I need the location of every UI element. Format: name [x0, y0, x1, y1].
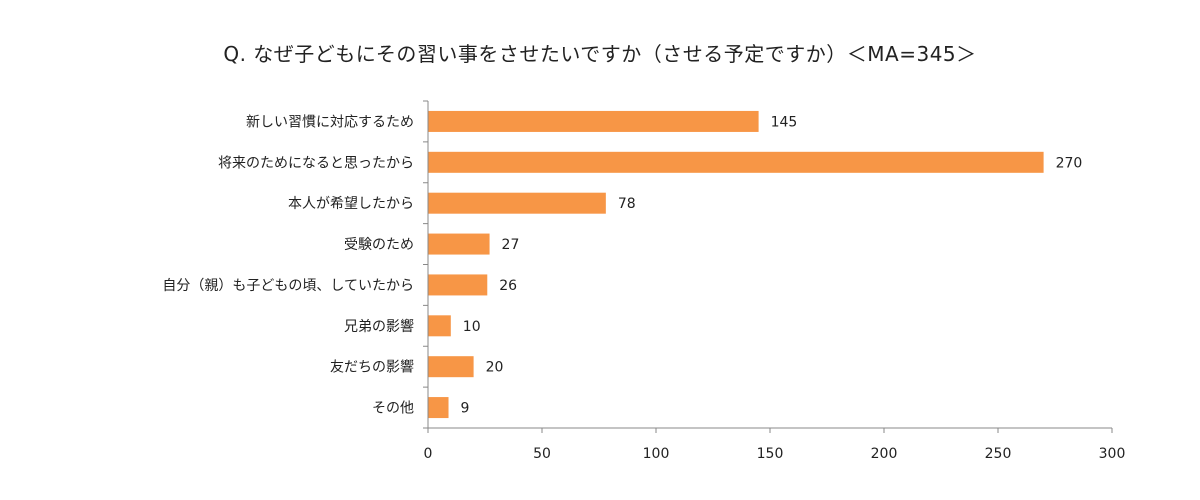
category-label-3: 本人が希望したから — [288, 196, 414, 212]
bar-6 — [428, 315, 451, 337]
bars-group — [428, 110, 1044, 419]
bar-3 — [428, 192, 606, 214]
bar-8 — [428, 397, 449, 419]
bar-7 — [428, 356, 474, 378]
data-label-4: 27 — [502, 237, 520, 253]
category-label-7: 友だちの影響 — [330, 359, 414, 376]
category-label-5: 自分（親）も子どもの頃、していたから — [162, 278, 414, 294]
data-label-1: 145 — [771, 114, 798, 130]
data-label-6: 10 — [463, 319, 481, 335]
data-label-5: 26 — [499, 278, 517, 294]
data-label-7: 20 — [486, 360, 504, 376]
x-tick-label-2: 50 — [533, 446, 551, 462]
chart-title: Q. なぜ子どもにその習い事をさせたいですか（させる予定ですか）＜MA=345＞ — [223, 42, 977, 66]
x-tick-label-6: 250 — [985, 446, 1012, 462]
bar-1 — [428, 110, 759, 132]
bar-5 — [428, 274, 488, 296]
x-tick-label-5: 200 — [871, 446, 898, 462]
data-label-2: 270 — [1056, 155, 1083, 171]
category-label-2: 将来のためになると思ったから — [218, 155, 414, 171]
category-label-8: その他 — [372, 401, 414, 417]
category-label-6: 兄弟の影響 — [344, 318, 414, 335]
data-label-3: 78 — [618, 196, 636, 212]
x-tick-label-4: 150 — [757, 446, 784, 462]
bar-4 — [428, 233, 490, 255]
x-tick-label-3: 100 — [643, 446, 670, 462]
category-label-1: 新しい習慣に対応するため — [246, 113, 414, 130]
category-label-4: 受験のため — [344, 237, 414, 253]
x-tick-label-1: 0 — [424, 446, 433, 462]
bar-2 — [428, 151, 1044, 173]
x-tick-label-7: 300 — [1099, 446, 1126, 462]
data-label-8: 9 — [461, 401, 470, 417]
